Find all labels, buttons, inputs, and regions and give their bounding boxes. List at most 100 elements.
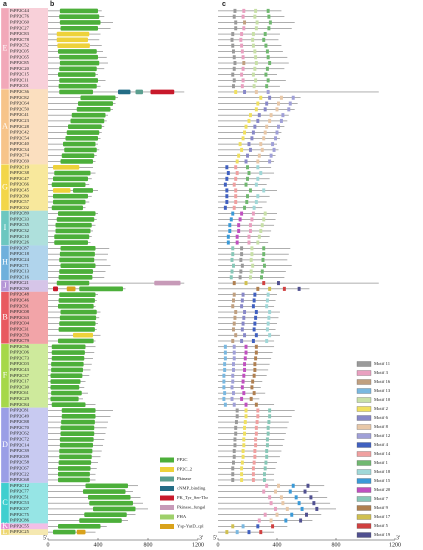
motif (275, 512, 279, 517)
motif (260, 275, 263, 280)
gene-name: PtPP2C22 (10, 471, 30, 476)
motif (242, 391, 246, 396)
motif (287, 107, 291, 112)
motif (275, 130, 279, 135)
group-label: E (3, 43, 8, 52)
domain (51, 356, 85, 361)
domain (59, 269, 93, 274)
motif (265, 483, 269, 488)
motif (234, 194, 238, 199)
gene-name: PtPP2C88 (10, 419, 30, 424)
group-label: B (2, 313, 7, 322)
motif (259, 95, 263, 100)
gene-name: PtPP2C91 (10, 303, 30, 308)
motif (294, 495, 298, 500)
legend-swatch (356, 523, 372, 529)
motif (237, 223, 241, 228)
motif (257, 518, 261, 523)
group-name-bg (9, 343, 48, 408)
motif (234, 176, 238, 181)
motif (237, 228, 241, 233)
motif (243, 356, 247, 361)
motif (234, 425, 238, 430)
motif (232, 55, 236, 60)
motif (256, 176, 260, 181)
legend-label: PP2C (177, 457, 187, 462)
gene-name: PtPP2C28 (10, 124, 30, 129)
panel-label: c (222, 1, 226, 8)
motif (240, 477, 244, 483)
motif (232, 205, 236, 210)
motif (246, 153, 249, 158)
gene-name: PtPP2C35 (10, 222, 30, 227)
motif (271, 142, 275, 147)
motif (231, 246, 235, 251)
motif (263, 130, 267, 135)
motif (284, 518, 288, 523)
motif (248, 147, 252, 152)
domain (60, 263, 96, 269)
motif (232, 356, 236, 361)
gene-name: PtPP2C33 (10, 216, 30, 221)
motif (244, 182, 248, 187)
motif (232, 84, 235, 89)
motif (240, 466, 244, 471)
motif (290, 512, 294, 517)
motif (266, 8, 270, 13)
domain (59, 89, 93, 95)
gene-name: PtPP2C77 (10, 489, 30, 494)
motif (231, 379, 235, 384)
domain (56, 280, 90, 286)
motif (253, 66, 257, 71)
gene-name: PtPP2C58 (10, 460, 30, 465)
motif (254, 26, 258, 31)
motif (243, 420, 247, 425)
motif (234, 333, 238, 338)
motif (281, 501, 285, 506)
motif (263, 466, 267, 471)
tick-label: 1200 (192, 542, 204, 548)
motif (252, 84, 256, 89)
motif (265, 124, 269, 129)
motif (254, 443, 258, 448)
motif (259, 530, 263, 535)
motif (223, 344, 227, 349)
gene-name: PtPP2C10 (10, 234, 30, 239)
domain (57, 43, 90, 48)
domain (76, 529, 86, 535)
motif (257, 113, 261, 118)
motif (251, 466, 255, 471)
gene-name: PtPP2C75 (10, 512, 30, 517)
gene-name: PtPP2C38 (10, 170, 30, 175)
motif (254, 107, 258, 112)
domain (65, 135, 98, 141)
motif (254, 402, 258, 407)
domain (59, 437, 94, 442)
motif (256, 524, 260, 529)
group-label: K (2, 521, 8, 530)
legend-swatch (160, 476, 174, 482)
motif (243, 130, 247, 135)
domain (60, 159, 93, 164)
domain (51, 361, 84, 367)
domain (58, 274, 93, 280)
motif (240, 252, 244, 257)
motif (282, 286, 286, 291)
domain (64, 147, 97, 153)
domain (51, 367, 83, 373)
domain (58, 471, 90, 477)
domain (50, 385, 80, 390)
domain (84, 512, 127, 518)
motif (254, 344, 258, 349)
motif (262, 281, 266, 286)
motif (267, 420, 271, 425)
domain (59, 8, 98, 14)
domain (58, 303, 94, 309)
motif (251, 338, 255, 344)
gene-name: PtPP2C44 (10, 8, 30, 13)
motif (262, 477, 266, 483)
motif (247, 142, 251, 147)
motif (241, 14, 245, 19)
motif (246, 165, 249, 170)
